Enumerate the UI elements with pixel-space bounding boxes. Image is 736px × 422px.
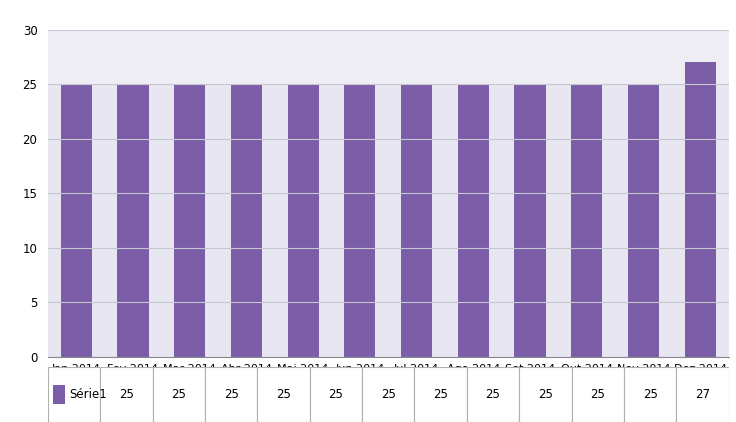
Bar bbox=[231, 84, 262, 357]
Bar bbox=[53, 385, 65, 404]
Bar bbox=[684, 62, 716, 357]
Bar bbox=[676, 367, 729, 422]
Bar bbox=[514, 84, 545, 357]
Text: 25: 25 bbox=[224, 388, 238, 401]
Bar bbox=[60, 84, 92, 357]
Text: 27: 27 bbox=[695, 388, 710, 401]
Bar bbox=[414, 367, 467, 422]
Bar bbox=[48, 30, 729, 84]
Bar bbox=[174, 84, 205, 357]
Bar bbox=[205, 367, 258, 422]
Bar bbox=[258, 367, 310, 422]
Bar bbox=[117, 84, 149, 357]
Bar bbox=[519, 367, 572, 422]
Bar bbox=[152, 367, 205, 422]
Bar bbox=[571, 84, 602, 357]
Bar bbox=[628, 84, 659, 357]
Text: 25: 25 bbox=[119, 388, 134, 401]
Bar bbox=[458, 84, 489, 357]
Text: 25: 25 bbox=[486, 388, 500, 401]
Text: 25: 25 bbox=[328, 388, 343, 401]
Bar bbox=[401, 84, 432, 357]
Text: 25: 25 bbox=[276, 388, 291, 401]
Text: 25: 25 bbox=[381, 388, 396, 401]
Text: Série1: Série1 bbox=[68, 388, 107, 401]
Bar bbox=[310, 367, 362, 422]
Text: 25: 25 bbox=[171, 388, 186, 401]
Bar bbox=[624, 367, 676, 422]
Bar bbox=[48, 367, 100, 422]
Text: 25: 25 bbox=[643, 388, 657, 401]
Bar bbox=[467, 367, 519, 422]
Bar bbox=[572, 367, 624, 422]
Bar bbox=[344, 84, 375, 357]
Bar bbox=[288, 84, 319, 357]
Bar bbox=[100, 367, 152, 422]
Text: 25: 25 bbox=[434, 388, 448, 401]
Text: 25: 25 bbox=[538, 388, 553, 401]
Bar bbox=[362, 367, 414, 422]
Text: 25: 25 bbox=[590, 388, 605, 401]
